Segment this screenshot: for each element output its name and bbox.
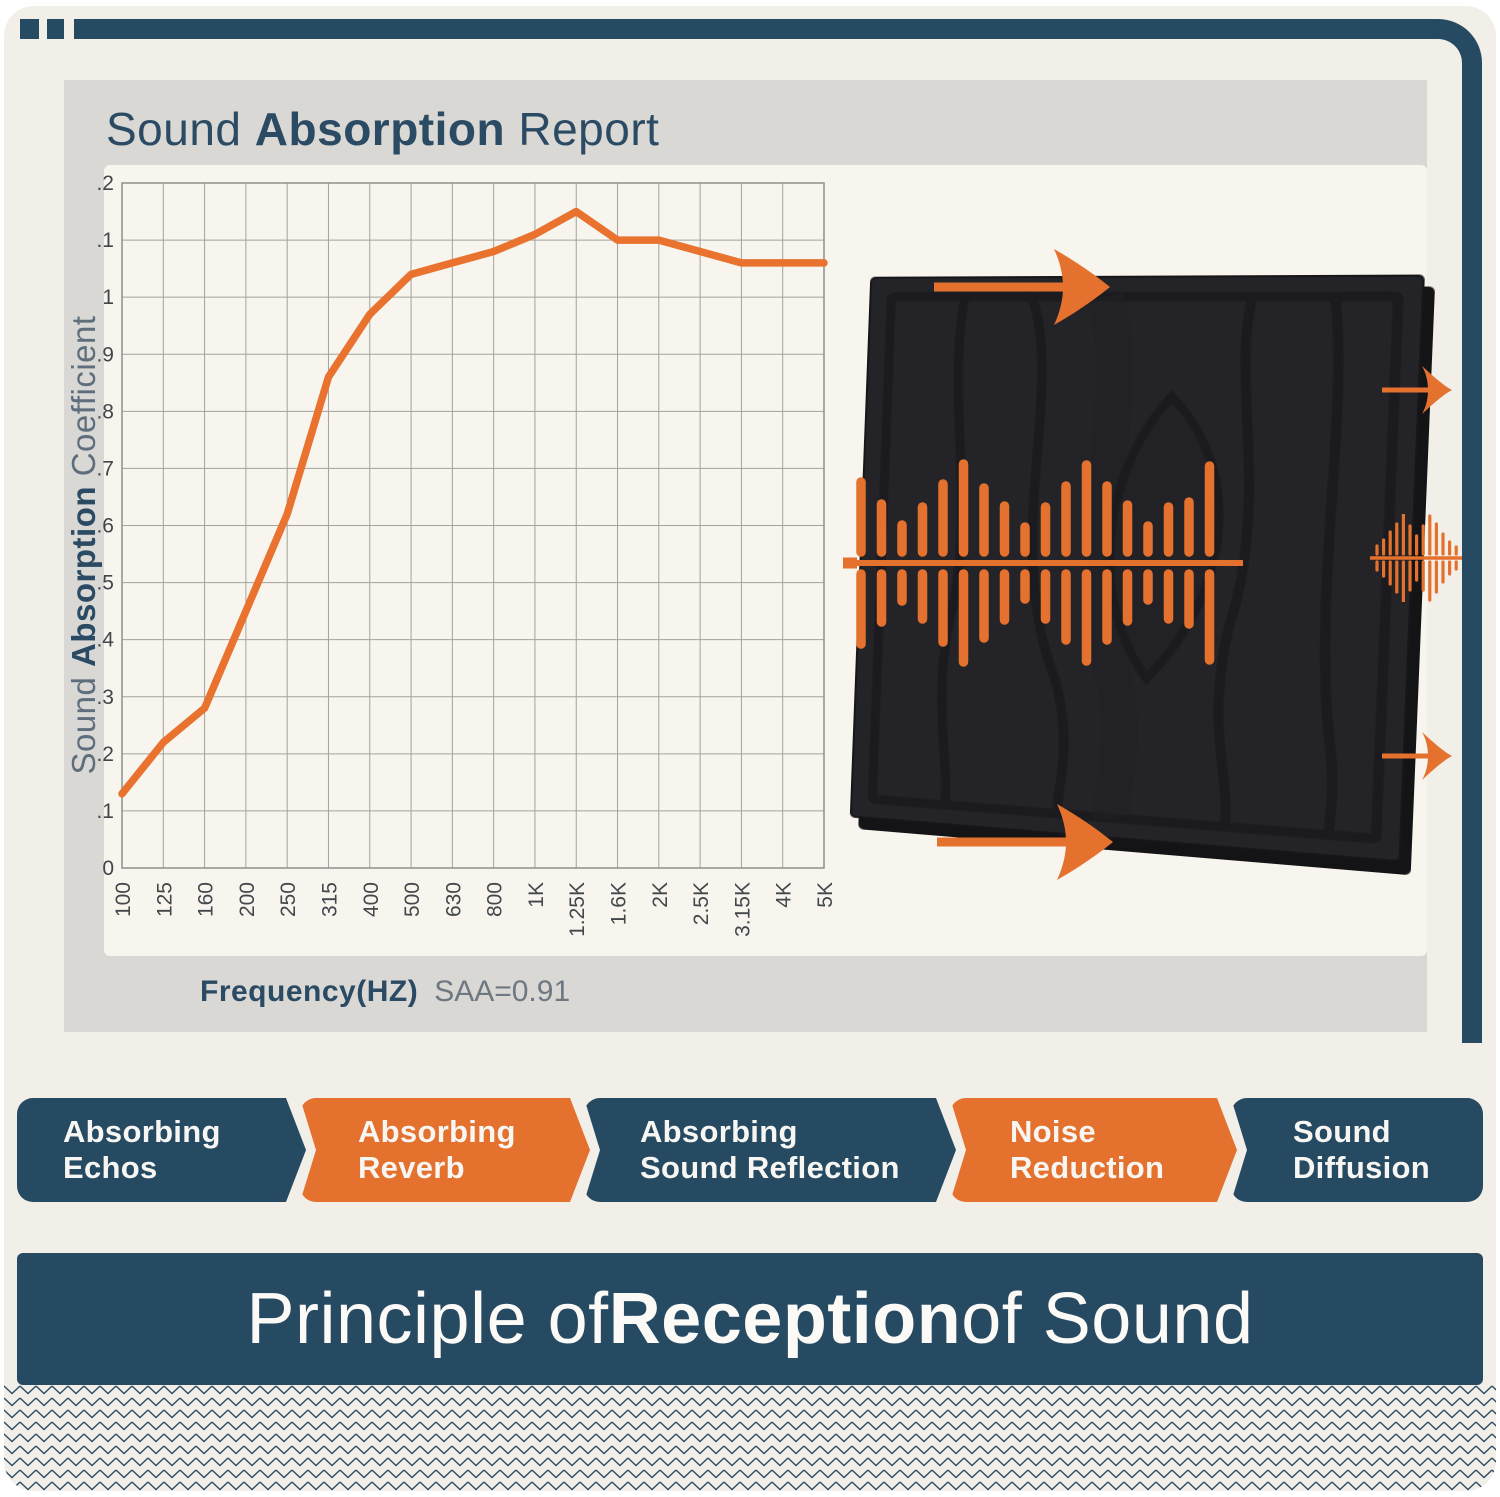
acoustic-panel-art [850,275,1425,863]
svg-text:0.9: 0.9 [96,343,114,366]
svg-text:4K: 4K [773,882,796,908]
svg-text:1K: 1K [525,882,548,908]
svg-text:2.5K: 2.5K [690,882,713,925]
corner-frame-bar [74,19,1482,1043]
svg-text:1.2: 1.2 [96,172,114,195]
saa-value: SAA=0.91 [434,975,571,1008]
acoustic-panel-image [850,275,1425,863]
title-bold: Absorption [254,103,506,155]
decor-square-icon [20,19,39,39]
title-regular: Sound [106,103,255,155]
page-title: Sound Absorption Report [106,102,659,156]
svg-text:200: 200 [236,882,259,917]
svg-text:400: 400 [360,882,383,917]
svg-text:3.15K: 3.15K [731,882,754,937]
badge-absorbing-echos: Absorbing Echos [17,1098,306,1202]
svg-text:0.5: 0.5 [96,572,114,595]
absorption-line-chart: 100 125 160 200 250 315 400 500 630 800 1K 1.25K 1.6… [85,168,837,958]
svg-text:315: 315 [318,882,341,917]
svg-text:0.1: 0.1 [96,800,114,823]
svg-text:0.3: 0.3 [96,686,114,709]
svg-text:0.8: 0.8 [96,400,114,423]
sound-arrow-bottom-icon [937,804,1113,880]
zigzag-pattern [4,1383,1496,1491]
zigzag-pattern-icon [4,1383,1496,1491]
svg-text:500: 500 [401,882,424,917]
svg-text:0.4: 0.4 [96,629,114,652]
svg-text:5K: 5K [814,882,836,908]
x-axis-title: Frequency(HZ) SAA=0.91 [200,975,571,1008]
svg-text:1.6K: 1.6K [608,882,631,925]
svg-text:800: 800 [484,882,507,917]
bottom-banner-title: Principle of Reception of Sound [17,1253,1483,1385]
badge-noise-reduction: Noise Reduction [950,1098,1237,1202]
svg-text:2K: 2K [649,882,672,908]
badge-absorbing-reverb: Absorbing Reverb [300,1098,590,1202]
badge-absorbing-sound-reflection: Absorbing Sound Reflection [584,1098,956,1202]
svg-text:1.25K: 1.25K [566,882,589,937]
svg-text:0.7: 0.7 [96,457,114,480]
badge-sound-diffusion: Sound Diffusion [1231,1098,1483,1202]
title-regular: Report [505,103,660,155]
sound-waveform-icon [843,459,1243,667]
svg-text:0.6: 0.6 [96,515,114,538]
svg-text:250: 250 [277,882,300,917]
sound-arrow-right-lower-icon [1382,732,1452,780]
svg-text:125: 125 [153,882,176,917]
svg-text:0: 0 [102,857,114,880]
svg-text:100: 100 [112,882,135,917]
sound-arrow-top-icon [934,249,1110,325]
decor-square-icon [47,19,64,39]
svg-text:1.1: 1.1 [96,229,114,252]
svg-text:160: 160 [195,882,218,917]
svg-text:630: 630 [442,882,465,917]
svg-text:0.2: 0.2 [96,743,114,766]
svg-text:1: 1 [102,286,114,309]
sound-arrow-right-upper-icon [1382,366,1452,414]
small-sound-waveform-icon [1370,514,1462,602]
